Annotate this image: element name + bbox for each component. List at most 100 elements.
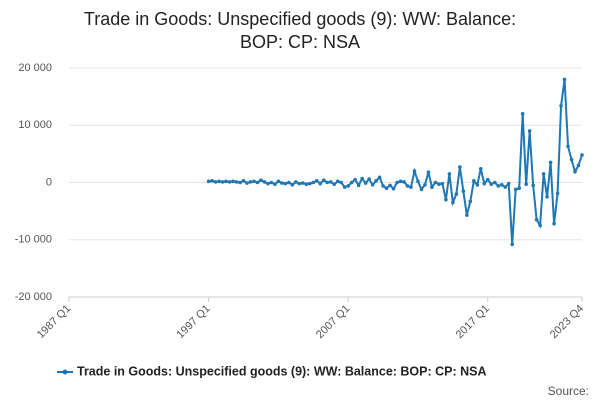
data-point — [391, 186, 396, 191]
data-point — [290, 182, 295, 187]
data-point — [559, 103, 563, 108]
data-point — [412, 169, 417, 173]
data-point — [472, 178, 476, 183]
data-point — [437, 182, 441, 187]
data-point — [220, 180, 225, 184]
data-point — [552, 221, 556, 226]
data-point — [388, 183, 392, 188]
data-point — [430, 185, 434, 189]
data-point — [485, 177, 490, 182]
y-tick-label: 0 — [46, 176, 52, 188]
data-point — [273, 182, 277, 187]
data-point — [325, 180, 330, 185]
source: Source: — [548, 384, 589, 398]
data-point — [527, 129, 532, 133]
data-point — [517, 186, 521, 191]
data-point — [318, 181, 323, 186]
y-tick-label: 10 000 — [18, 119, 52, 131]
data-point — [353, 177, 357, 182]
data-point — [468, 199, 473, 204]
data-point — [416, 179, 420, 184]
data-point — [349, 180, 354, 185]
data-point — [339, 180, 344, 185]
data-point — [562, 77, 567, 82]
data-point — [276, 179, 281, 184]
data-point — [569, 157, 574, 162]
data-point — [447, 172, 452, 176]
data-point — [524, 182, 528, 187]
data-point — [534, 217, 539, 222]
y-tick-label: -10 000 — [15, 234, 52, 246]
data-point — [321, 178, 326, 183]
data-point — [409, 185, 413, 189]
data-point — [363, 181, 368, 185]
legend-label: Trade in Goods: Unspecified goods (9): W… — [77, 364, 487, 378]
data-point — [307, 181, 312, 186]
data-point — [346, 184, 350, 188]
x-tick-label: 2017 Q1 — [454, 303, 492, 341]
data-point — [398, 179, 403, 184]
x-tick-label: 1987 Q1 — [35, 303, 73, 341]
data-point — [451, 200, 455, 205]
data-point — [206, 179, 211, 184]
data-point — [294, 180, 298, 184]
data-point — [506, 181, 511, 186]
data-point — [287, 180, 291, 185]
x-tick-label: 2023 Q4 — [548, 303, 586, 341]
y-tick-label: 20 000 — [18, 62, 52, 74]
data-point — [234, 180, 239, 184]
data-point — [405, 184, 410, 188]
data-point — [513, 187, 518, 192]
data-point — [224, 179, 228, 184]
y-tick-label: -20 000 — [15, 291, 52, 303]
data-point — [328, 180, 333, 184]
data-point — [297, 181, 302, 186]
data-point — [496, 184, 501, 188]
data-point — [580, 153, 584, 157]
legend-swatch-dot — [62, 369, 68, 375]
data-point — [269, 180, 274, 185]
data-point — [227, 180, 232, 184]
data-point — [311, 180, 316, 185]
data-point — [210, 178, 214, 183]
data-point — [231, 179, 235, 184]
data-point — [335, 179, 340, 184]
data-point — [248, 180, 253, 184]
data-point — [482, 181, 487, 186]
data-point — [342, 185, 347, 189]
data-point — [440, 181, 445, 186]
data-point — [262, 180, 267, 184]
data-point — [255, 180, 260, 185]
data-point — [402, 180, 406, 184]
data-point — [266, 181, 270, 186]
data-point — [423, 182, 427, 187]
data-point — [555, 191, 560, 196]
data-point — [370, 182, 375, 187]
data-point — [377, 175, 382, 180]
data-point — [332, 182, 337, 187]
data-point — [573, 169, 577, 174]
data-point — [461, 189, 466, 193]
chart-title: Trade in Goods: Unspecified goods (9): W… — [83, 9, 517, 52]
data-point — [426, 170, 431, 174]
data-point — [545, 195, 549, 199]
data-point — [304, 182, 309, 187]
data-point — [510, 242, 515, 247]
data-point — [367, 177, 371, 181]
x-tick-label: 2007 Q1 — [314, 303, 352, 341]
data-point — [458, 165, 462, 169]
data-point — [213, 180, 218, 184]
data-point — [499, 182, 504, 187]
data-point — [548, 160, 553, 165]
x-tick-label: 1997 Q1 — [174, 303, 212, 341]
data-point — [280, 181, 284, 185]
data-point — [475, 182, 480, 187]
data-point — [531, 183, 535, 188]
data-point — [259, 178, 263, 183]
data-point — [566, 144, 570, 149]
data-point — [444, 197, 448, 202]
data-point — [241, 178, 246, 183]
data-point — [576, 163, 581, 168]
data-point — [384, 186, 389, 191]
